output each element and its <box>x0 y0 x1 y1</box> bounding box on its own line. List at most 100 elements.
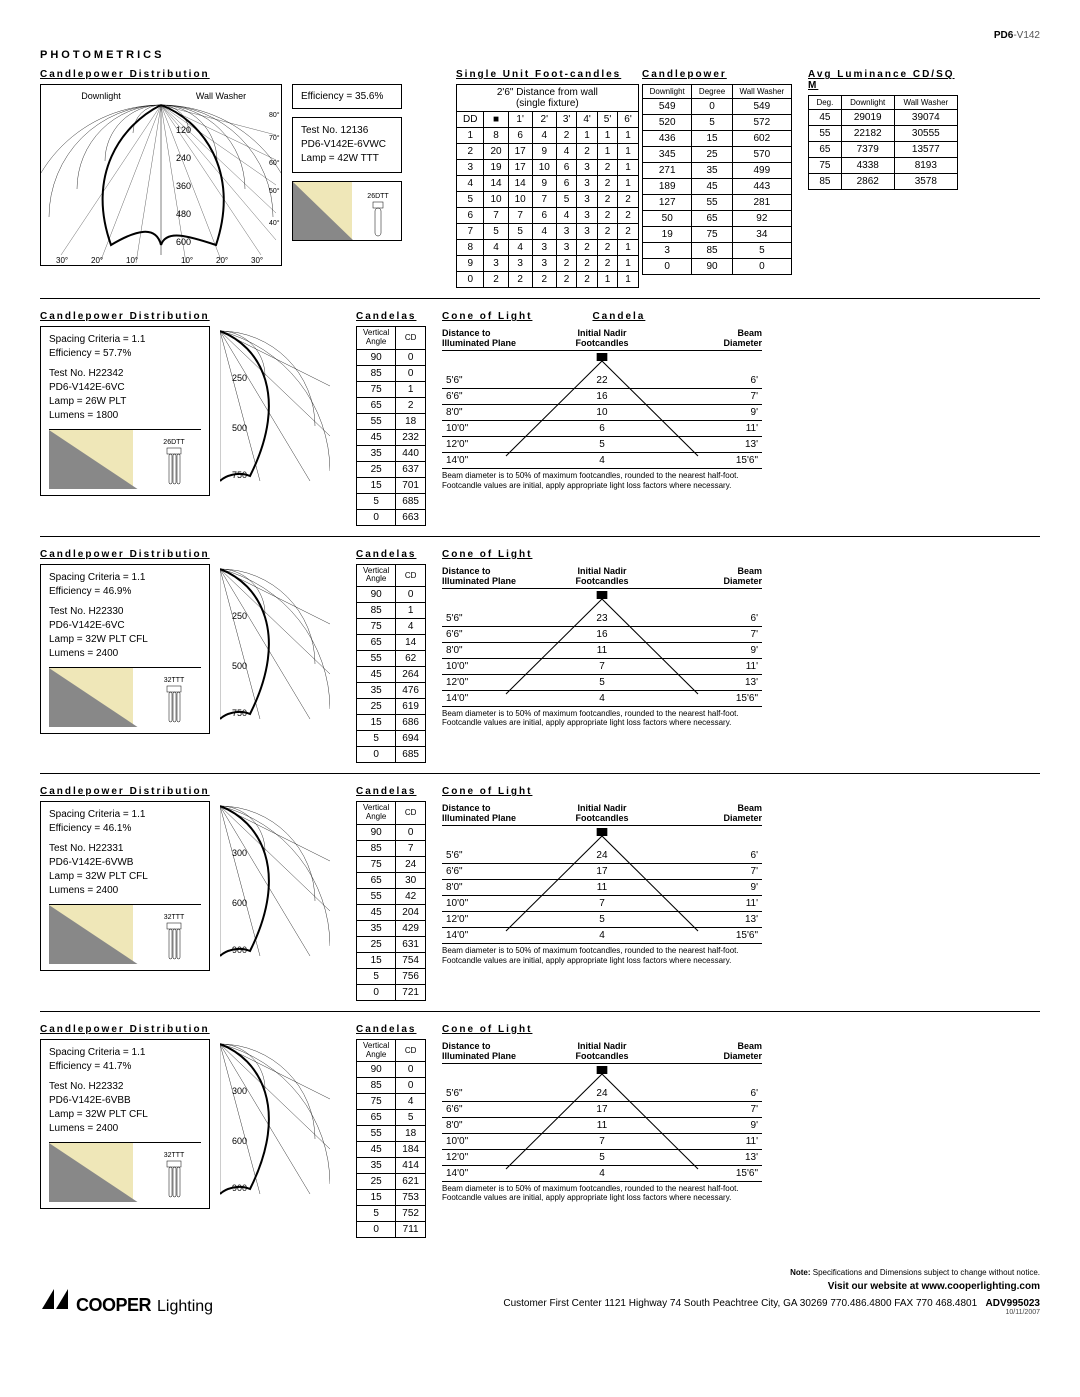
svg-text:50°: 50° <box>269 187 280 195</box>
cone-cell: 13' <box>641 912 763 928</box>
candelas-cell: 232 <box>396 429 426 445</box>
candelas-cell: 7 <box>396 840 426 856</box>
fc-cell: 17 <box>508 160 532 176</box>
fc-cell: 2 <box>597 192 617 208</box>
lum-cell: 2862 <box>841 174 894 190</box>
cp-cell: 127 <box>643 195 692 211</box>
candelas-cell: 694 <box>396 731 426 747</box>
fc-hdr1: 2'6" Distance from wall <box>463 87 632 98</box>
fc-cell: 2 <box>577 240 597 256</box>
lum-cell: 55 <box>809 126 842 142</box>
fc-cell: 1 <box>597 144 617 160</box>
fc-cell: 1 <box>618 240 638 256</box>
candelas-cell: 25 <box>357 1174 396 1190</box>
cooper-logo: COOPER Lighting <box>40 1287 213 1316</box>
footer: Note: Specifications and Dimensions subj… <box>40 1268 1040 1316</box>
fc-col-header: 5' <box>597 112 617 128</box>
cone-col2: Initial NadirFootcandles <box>549 566 655 586</box>
test-model: PD6-V142E-6VWC <box>301 138 393 152</box>
block-info-line: Efficiency = 46.1% <box>49 822 201 836</box>
cone-cell: 14'0" <box>442 690 563 706</box>
fc-cell: 2 <box>618 192 638 208</box>
candelas-cell: 90 <box>357 824 396 840</box>
candelas-cell: 0 <box>357 1222 396 1238</box>
cone-cell: 6' <box>641 848 763 864</box>
lum-cell: 29019 <box>841 110 894 126</box>
candelas-cell: 0 <box>357 984 396 1000</box>
candelas-cell: 65 <box>357 635 396 651</box>
fc-title: Single Unit Foot-candles <box>456 69 626 80</box>
document-id: PD6-V142 <box>40 30 1040 41</box>
cp-cell: 35 <box>692 163 732 179</box>
svg-text:80°: 80° <box>269 111 280 119</box>
fc-cell: 17 <box>508 144 532 160</box>
svg-text:480: 480 <box>176 209 191 219</box>
candelas-cell: 90 <box>357 349 396 365</box>
cone-cell: 4 <box>563 1165 640 1181</box>
cone-cell: 10'0" <box>442 896 563 912</box>
candelas-cell: 429 <box>396 920 426 936</box>
cone-cell: 9' <box>641 1117 763 1133</box>
cone-cell: 15'6" <box>641 928 763 944</box>
candelas-cell: 0 <box>357 747 396 763</box>
cone-cell: 13' <box>641 674 763 690</box>
fc-cell: 1 <box>597 128 617 144</box>
luminance-table: Deg.DownlightWall Washer4529019390745522… <box>808 95 958 190</box>
fc-col-header: 1' <box>508 112 532 128</box>
fc-cell: 1 <box>618 176 638 192</box>
block-candelas-table: VerticalAngleCD 900851754651455624526435… <box>356 564 426 764</box>
block-info-line: Lumens = 2400 <box>49 1122 201 1136</box>
candelas-cell: 55 <box>357 651 396 667</box>
block-info-line: Test No. H22330 <box>49 605 201 619</box>
fc-cell: 5 <box>508 224 532 240</box>
cp-cell: 570 <box>732 147 791 163</box>
cone-cell: 6' <box>641 611 763 627</box>
fc-cell: 3 <box>484 256 508 272</box>
candelas-cell: 631 <box>396 936 426 952</box>
svg-text:20°: 20° <box>216 256 228 265</box>
block-info-line: Lumens = 1800 <box>49 409 201 423</box>
cp-cell: 281 <box>732 195 791 211</box>
candelas-cell: 18 <box>396 413 426 429</box>
fc-cell: 2 <box>618 208 638 224</box>
candelas-cell: 14 <box>396 635 426 651</box>
block-note: Beam diameter is to 50% of maximum footc… <box>442 946 762 965</box>
fc-cell: 2 <box>508 272 532 288</box>
fc-cell: 2 <box>618 224 638 240</box>
block-info-line: PD6-V142E-6VBB <box>49 1094 201 1108</box>
cone-cell: 5'6" <box>442 611 563 627</box>
candelas-cell: 753 <box>396 1190 426 1206</box>
cone-cell: 6' <box>641 1086 763 1102</box>
candelas-cell: 184 <box>396 1142 426 1158</box>
candelas-cell: 35 <box>357 920 396 936</box>
cone-cell: 6'6" <box>442 864 563 880</box>
cp-cell: 271 <box>643 163 692 179</box>
fc-cell: 1 <box>457 128 484 144</box>
footer-note: Note: Specifications and Dimensions subj… <box>40 1268 1040 1277</box>
candlepower-table: DownlightDegreeWall Washer54905495205572… <box>642 84 792 275</box>
cone-cell: 7 <box>563 1133 640 1149</box>
fc-cell: 3 <box>532 240 556 256</box>
candelas-cell: 35 <box>357 445 396 461</box>
cone-cell: 16 <box>563 626 640 642</box>
fc-cell: 19 <box>484 160 508 176</box>
candelas-cell: 0 <box>396 587 426 603</box>
cone-col3: BeamDiameter <box>656 1041 762 1061</box>
cp-cell: 75 <box>692 227 732 243</box>
svg-text:300: 300 <box>232 848 247 858</box>
fc-dd-label: DD <box>457 112 484 128</box>
candelas-cell: 75 <box>357 619 396 635</box>
cone-cell: 8'0" <box>442 1117 563 1133</box>
cone-cell: 4 <box>563 928 640 944</box>
block-cp-title: Candlepower Distribution <box>40 786 340 797</box>
cp-cell: 189 <box>643 179 692 195</box>
cone-col3: BeamDiameter <box>656 803 762 823</box>
cp-cell: 90 <box>692 259 732 275</box>
candelas-cell: 4 <box>396 1094 426 1110</box>
fc-cell: 3 <box>577 192 597 208</box>
cone-cell: 7' <box>641 864 763 880</box>
cp-dist-title: Candlepower Distribution <box>40 69 440 80</box>
fc-cell: 6 <box>508 128 532 144</box>
candelas-cell: 5 <box>357 731 396 747</box>
candelas-cell: 264 <box>396 667 426 683</box>
